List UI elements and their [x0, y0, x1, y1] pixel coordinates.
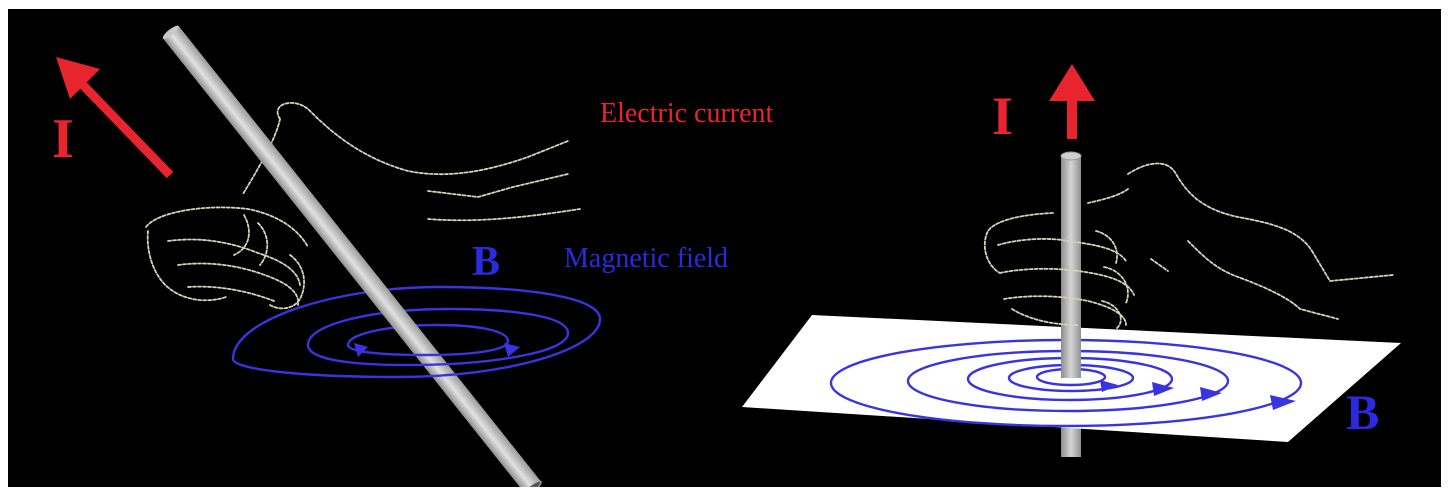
- left-field-lines-front: [231, 318, 602, 379]
- right-wire-top: [1060, 151, 1082, 378]
- field-symbol-right: B: [1346, 384, 1379, 440]
- field-arrow-icon: [354, 343, 368, 357]
- field-arrow-icon: [1270, 395, 1296, 410]
- field-symbol-left: B: [472, 239, 500, 285]
- right-hand-rule-diagram: I B Magnetic field: [52, 25, 1401, 487]
- red-arrow-up-left-icon: [56, 57, 174, 179]
- field-arrow-icon: [504, 343, 520, 357]
- current-symbol-left: I: [52, 108, 74, 170]
- right-hand-outline: [983, 162, 1394, 330]
- field-arrow-icon: [1152, 382, 1174, 396]
- left-field-lines-back: [231, 285, 602, 360]
- paper-sheet: [742, 315, 1401, 442]
- red-arrow-up-icon: [1049, 64, 1095, 139]
- diagram-frame: I B Magnetic field: [8, 9, 1441, 487]
- field-label: Magnetic field: [564, 243, 728, 274]
- field-arrow-icon: [1200, 387, 1222, 401]
- current-symbol-right: I: [992, 86, 1013, 146]
- current-label: Electric current: [600, 98, 774, 129]
- left-wire: [162, 25, 542, 487]
- field-arrow-icon: [1100, 380, 1118, 392]
- left-hand-outline: [145, 102, 581, 310]
